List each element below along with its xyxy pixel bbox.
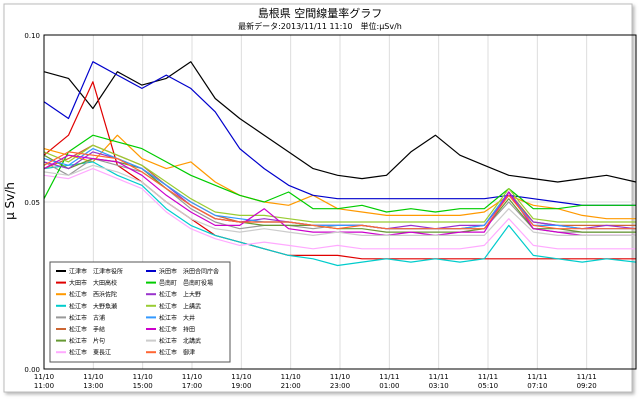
series-line [43,61,636,206]
x-tick-label: 03:10 [429,382,449,390]
x-tick-label: 07:10 [527,382,547,390]
plot-area-border [43,34,637,370]
legend-entry: 江津市 江津市役所 [69,268,123,276]
y-tick-label: 0.05 [24,199,40,207]
legend-entry: 松江市 持田 [159,326,195,334]
legend-entry: 松江市 古浦 [69,314,105,322]
chart-title: 島根県 空間線量率グラフ [258,6,383,20]
y-tick-label: 0.00 [24,366,40,374]
x-tick-label: 11/10 [133,373,153,381]
x-tick-label: 05:10 [478,382,498,390]
x-tick-label: 11/10 [231,373,251,381]
legend-entry: 松江市 上講武 [159,302,201,310]
legend-entry: 浜田市 浜田合同庁舎 [159,268,219,276]
x-ticks: 11/1011:0011/1013:0011/1015:0011/1017:00… [34,373,597,390]
legend-entry: 松江市 西浜佐陀 [69,291,117,299]
series-line [43,151,636,230]
series-lines [43,61,637,267]
legend-entry: 松江市 東長江 [69,349,111,357]
x-tick-label: 19:00 [231,382,251,390]
x-tick-label: 11/10 [83,373,103,381]
series-line [43,168,636,250]
x-tick-label: 11:00 [34,382,54,390]
x-tick-label: 09:20 [577,382,597,390]
x-tick-label: 11/10 [34,373,54,381]
y-axis-label: μ Sv/h [3,182,17,220]
x-tick-label: 21:00 [281,382,301,390]
series-line [43,161,637,267]
legend-entry: 松江市 上大野 [159,291,201,299]
legend-entry: 松江市 片句 [69,337,105,345]
series-line [43,144,636,223]
legend-box [49,261,231,363]
x-tick-label: 11/11 [429,373,449,381]
legend-entry: 松江市 御津 [159,349,195,357]
chart-subtitle: 最新データ:2013/11/11 11:10 単位:μSv/h [238,21,402,31]
series-line [43,61,637,183]
x-tick-label: 11/11 [379,373,399,381]
legend-entry: 松江市 手結 [69,326,105,334]
x-tick-label: 15:00 [133,382,153,390]
y-ticks: 0.00 0.05 0.10 [24,32,40,374]
x-tick-label: 01:00 [379,382,399,390]
x-tick-label: 11/10 [182,373,202,381]
legend-entry: 松江市 大井 [159,314,195,322]
x-tick-label: 11/11 [527,373,547,381]
legend-entry: 邑南町 邑南町役場 [159,279,213,287]
series-line [43,134,636,213]
x-tick-label: 23:00 [330,382,350,390]
x-tick-label: 17:00 [182,382,202,390]
series-line [43,164,636,236]
x-tick-label: 13:00 [83,382,103,390]
legend-entry: 松江市 大野魚瀬 [69,302,117,310]
x-tick-label: 11/10 [330,373,350,381]
legend-entry: 大田市 大田高校 [69,279,117,287]
legend-entry: 松江市 北講武 [159,337,201,345]
x-tick-label: 11/10 [281,373,301,381]
x-tick-label: 11/11 [577,373,597,381]
x-tick-label: 11/11 [478,373,498,381]
y-tick-label: 0.10 [24,32,40,40]
